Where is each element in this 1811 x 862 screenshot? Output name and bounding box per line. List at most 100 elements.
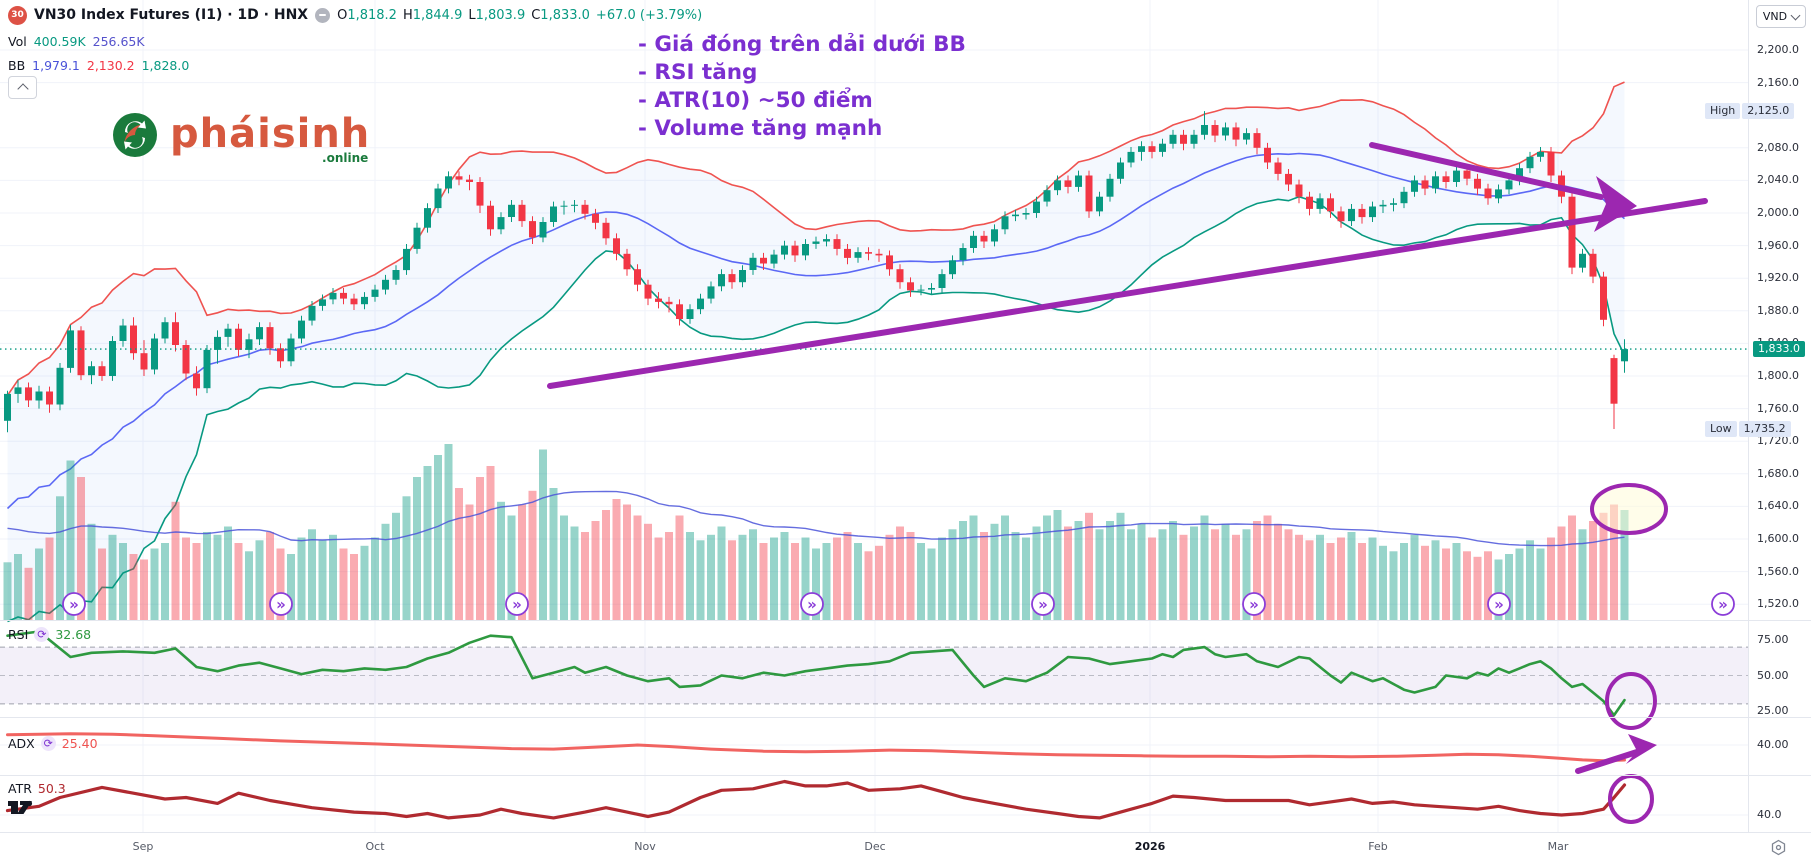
- price-tick-label: 2,080.0: [1757, 141, 1799, 154]
- market-status-icon[interactable]: [315, 7, 331, 23]
- rollover-marker[interactable]: »: [505, 592, 529, 616]
- volume-bar: [1368, 537, 1377, 620]
- candle-body: [1211, 125, 1219, 136]
- candle-body: [508, 204, 515, 217]
- tradingview-logo[interactable]: [8, 798, 38, 817]
- volume-legend[interactable]: Vol 400.59K 256.65K: [8, 33, 145, 49]
- price-tick-label: 1,960.0: [1757, 239, 1799, 252]
- price-axis[interactable]: VND 2,200.0 2,160.0 2,080.0 2,040.0 2,000.0 1…: [1705, 0, 1811, 832]
- analysis-note-text[interactable]: - Giá đóng trên dải dưới BB - RSI tăng -…: [638, 31, 966, 143]
- volume-bar: [1599, 512, 1608, 621]
- rollover-marker[interactable]: »: [269, 592, 293, 616]
- candle-body: [497, 217, 505, 230]
- volume-bar: [213, 534, 222, 621]
- rollover-marker[interactable]: »: [1242, 592, 1266, 616]
- volume-bar: [234, 543, 243, 620]
- timezone-settings-icon[interactable]: [1770, 839, 1787, 856]
- pane-separator[interactable]: [0, 717, 1811, 718]
- volume-bar: [486, 466, 495, 620]
- candle-body: [445, 176, 452, 189]
- volume-bar: [1463, 551, 1471, 621]
- adx-pane-legend[interactable]: ADX ⟳ 25.40: [8, 736, 98, 751]
- rollover-marker[interactable]: »: [1487, 592, 1511, 616]
- candle-body: [539, 222, 547, 238]
- candle-body: [917, 289, 925, 291]
- volume-bar: [1316, 534, 1324, 621]
- collapse-pane-button[interactable]: [8, 76, 37, 99]
- candle-body: [707, 286, 715, 299]
- symbol-logo-badge[interactable]: 30: [8, 5, 27, 25]
- candle-body: [329, 292, 337, 300]
- rollover-marker[interactable]: »: [800, 592, 824, 616]
- candle-body: [235, 328, 242, 350]
- volume-bar: [833, 537, 841, 620]
- candle-body: [896, 269, 904, 283]
- rsi-pane-legend[interactable]: RSI ⟳ 32.68: [8, 627, 92, 642]
- price-tick-label: 1,560.0: [1757, 565, 1799, 578]
- candle-body: [1064, 180, 1072, 187]
- volume-bar: [1137, 523, 1146, 621]
- candle-body: [718, 274, 725, 287]
- volume-bar: [528, 490, 537, 621]
- candle-body: [529, 221, 536, 238]
- candle-body: [1421, 180, 1429, 189]
- candle-body: [823, 239, 830, 242]
- rollover-marker[interactable]: »: [1711, 592, 1735, 616]
- candle-body: [1012, 214, 1019, 217]
- low-badge-value: 1,735.2: [1738, 421, 1791, 437]
- contract-rollover-markers[interactable]: » » » » » » » »: [62, 592, 1735, 616]
- volume-bar: [917, 543, 925, 620]
- candle-body: [1610, 358, 1618, 404]
- time-axis[interactable]: Sep Oct Nov Dec 2026 Feb Mar: [0, 832, 1811, 862]
- currency-selector-button[interactable]: VND: [1756, 5, 1806, 28]
- candle-body: [203, 349, 211, 389]
- candle-body: [151, 338, 158, 370]
- svg-text:»: »: [807, 596, 817, 614]
- candle-body: [172, 322, 179, 345]
- candle-body: [487, 205, 494, 230]
- candle-body: [1201, 125, 1208, 135]
- adx-value: 25.40: [61, 736, 98, 751]
- candle-body: [623, 253, 631, 270]
- volume-ma-value: 256.65K: [92, 33, 145, 49]
- pane-separator[interactable]: [0, 775, 1811, 776]
- candle-body: [854, 252, 862, 258]
- purple-drawings-overlay[interactable]: [547, 142, 1708, 824]
- time-axis-label: Nov: [634, 840, 656, 853]
- chart-canvas[interactable]: » » » » » » » »: [0, 0, 1748, 832]
- volume-bar: [1116, 512, 1125, 621]
- volume-bar: [539, 449, 547, 620]
- rollover-marker[interactable]: »: [1031, 592, 1055, 616]
- candle-body: [1600, 276, 1607, 320]
- pane-separator[interactable]: [0, 620, 1811, 621]
- candle-body: [245, 339, 253, 350]
- volume-bar: [948, 529, 957, 621]
- candle-body: [991, 229, 998, 242]
- atr-tick-label: 40.0: [1757, 808, 1782, 821]
- volume-bar: [1431, 540, 1440, 621]
- volume-bar: [1389, 551, 1398, 621]
- rollover-marker[interactable]: »: [62, 592, 86, 616]
- volume-bar: [1568, 515, 1576, 620]
- volume-bar: [896, 526, 904, 620]
- volume-bar: [192, 543, 201, 620]
- chevron-down-icon: [1790, 10, 1801, 20]
- atr-pane-legend[interactable]: ATR 50.3: [8, 781, 66, 796]
- symbol-title[interactable]: VN30 Index Futures (I1) · 1D · HNX: [34, 7, 309, 23]
- candle-body: [1085, 175, 1093, 212]
- volume-bar: [518, 504, 526, 620]
- volume-bar: [1274, 523, 1282, 621]
- bb-legend[interactable]: BB 1,979.1 2,130.2 1,828.0: [8, 57, 190, 73]
- bollinger-bands: [6, 81, 1626, 623]
- candle-body: [1127, 151, 1135, 163]
- volume-bar: [350, 554, 358, 620]
- volume-bar: [633, 515, 642, 620]
- candle-body: [413, 227, 421, 249]
- candle-body: [119, 325, 127, 341]
- volume-bar: [98, 548, 106, 620]
- candle-body: [1222, 127, 1229, 136]
- volume-bar: [1064, 526, 1072, 620]
- candle-body: [1526, 156, 1534, 169]
- volume-bar: [329, 534, 337, 621]
- rsi-highlight-ellipse: [1605, 672, 1657, 730]
